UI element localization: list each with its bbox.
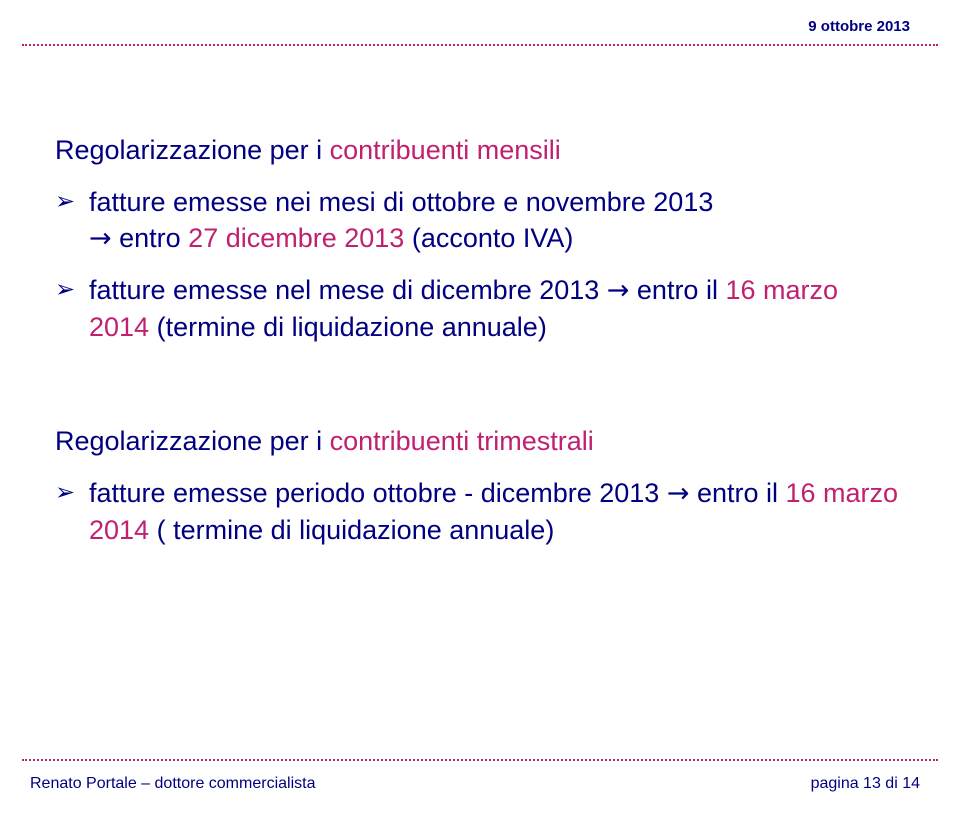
header-date: 9 ottobre 2013 — [808, 18, 910, 35]
section1-title-plain: Regolarizzazione per i — [55, 135, 330, 165]
bullet-text-after: (acconto IVA) — [404, 223, 573, 253]
section2-title: Regolarizzazione per i contribuenti trim… — [55, 426, 905, 457]
section2: Regolarizzazione per i contribuenti trim… — [55, 426, 905, 549]
bullet-text-pre: fatture emesse periodo ottobre - dicembr… — [89, 478, 667, 508]
bullet-text-after: ( termine di liquidazione annuale) — [149, 515, 554, 545]
section2-title-plain: Regolarizzazione per i — [55, 426, 330, 456]
bullet-text-pre: fatture emesse nei mesi di ottobre e nov… — [89, 187, 713, 217]
arrow-icon: → — [89, 223, 112, 254]
arrow-icon: → — [607, 275, 630, 306]
list-item: fatture emesse nei mesi di ottobre e nov… — [55, 184, 905, 258]
arrow-icon: → — [667, 478, 690, 509]
bullet-text-accent: 27 dicembre 2013 — [188, 223, 404, 253]
section2-list: fatture emesse periodo ottobre - dicembr… — [55, 475, 905, 549]
bullet-text-after: (termine di liquidazione annuale) — [149, 312, 547, 342]
slide-content: Regolarizzazione per i contribuenti mens… — [55, 135, 905, 563]
divider-top — [22, 44, 938, 46]
section1-title: Regolarizzazione per i contribuenti mens… — [55, 135, 905, 166]
section2-title-accent: contribuenti trimestrali — [330, 426, 594, 456]
footer-author: Renato Portale – dottore commercialista — [30, 775, 315, 793]
bullet-text-post-pre: entro il — [689, 478, 785, 508]
list-item: fatture emesse nel mese di dicembre 2013… — [55, 272, 905, 346]
list-item: fatture emesse periodo ottobre - dicembr… — [55, 475, 905, 549]
bullet-text-pre: fatture emesse nel mese di dicembre 2013 — [89, 275, 607, 305]
footer-page-number: pagina 13 di 14 — [811, 775, 920, 793]
bullet-text-post-pre: entro il — [629, 275, 725, 305]
bullet-text-post-pre: entro — [112, 223, 189, 253]
divider-bottom — [22, 759, 938, 761]
section1-list: fatture emesse nei mesi di ottobre e nov… — [55, 184, 905, 346]
section1-title-accent: contribuenti mensili — [330, 135, 561, 165]
